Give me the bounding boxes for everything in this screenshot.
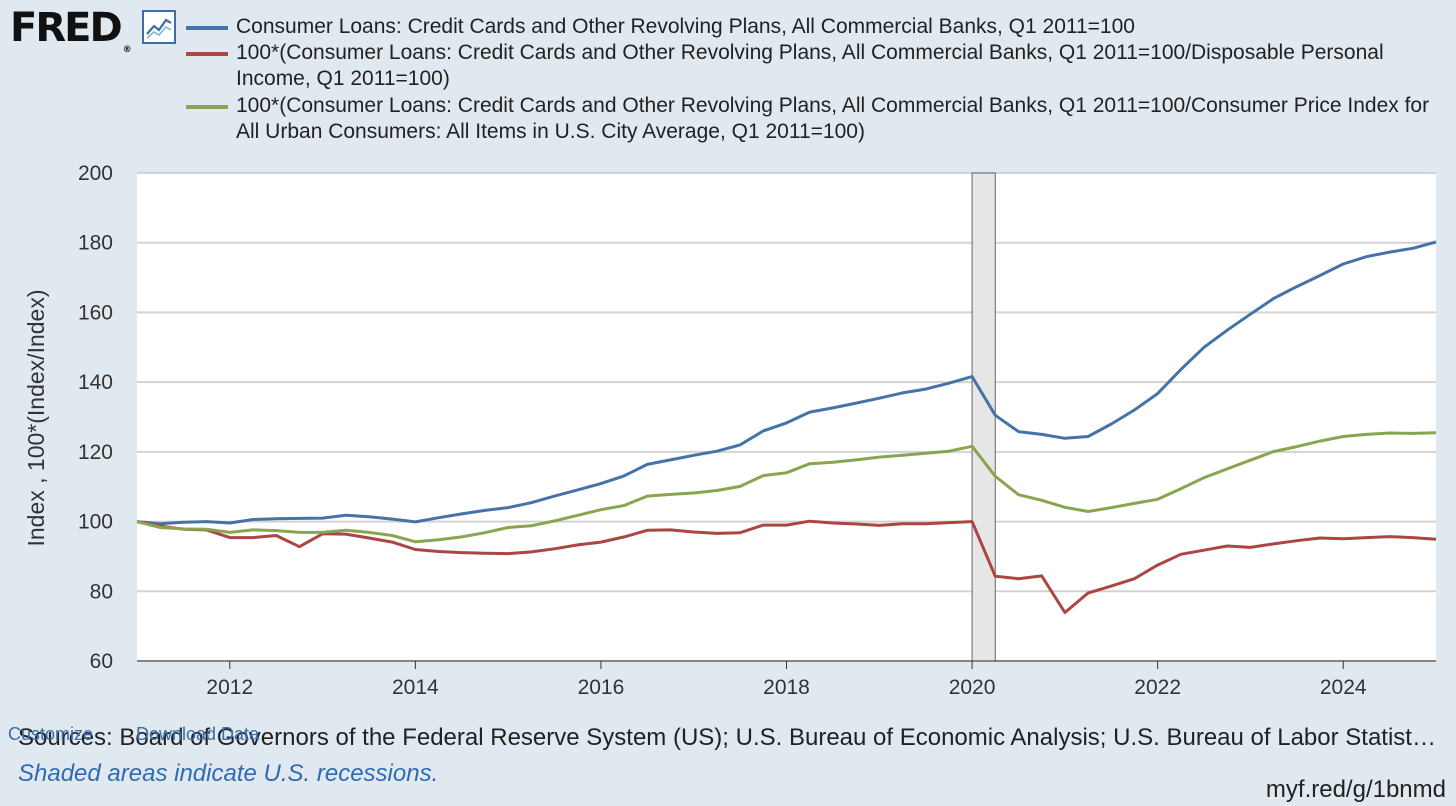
y-tick-label: 80	[90, 580, 113, 603]
x-tick-label: 2014	[392, 676, 439, 699]
y-tick-label: 200	[78, 162, 113, 185]
legend-swatch	[186, 105, 228, 109]
series-line-0[interactable]	[136, 240, 1437, 526]
x-tick-label: 2022	[1134, 676, 1181, 699]
x-tick-label: 2018	[763, 676, 810, 699]
y-tick-label: 100	[78, 511, 113, 534]
y-tick-label: 120	[78, 441, 113, 464]
download-data-link[interactable]: Download Data	[136, 724, 260, 744]
y-tick-label: 60	[90, 650, 113, 673]
y-axis-label: Index , 100*(Index/Index)	[23, 290, 49, 547]
y-tick-label: 160	[78, 301, 113, 324]
y-tick-label: 140	[78, 371, 113, 394]
series-line-2[interactable]	[136, 431, 1437, 544]
gridlines	[137, 172, 1436, 662]
x-tick-label: 2020	[949, 676, 996, 699]
x-tick-label: 2024	[1320, 676, 1367, 699]
fred-logo[interactable]: FRED ®	[10, 5, 132, 55]
line-chart-icon[interactable]	[142, 10, 176, 44]
x-tick-labels: 2012 2014 2016 2018 2020 2022 2024	[206, 661, 1367, 699]
x-tick-label: 2012	[206, 676, 253, 699]
y-tick-labels: 60 80 100 120 140 160 180 200	[78, 162, 113, 673]
recession-band	[971, 172, 996, 662]
customize-link[interactable]: Customize	[8, 724, 94, 744]
recession-shading	[971, 172, 996, 662]
legend-swatch	[186, 52, 228, 56]
legend-label: 100*(Consumer Loans: Credit Cards and Ot…	[236, 41, 1384, 90]
short-url[interactable]: myf.red/g/1bnmd	[1265, 776, 1446, 803]
legend-label: 100*(Consumer Loans: Credit Cards and Ot…	[236, 94, 1430, 143]
series-line-1[interactable]	[136, 519, 1437, 614]
y-tick-label: 180	[78, 232, 113, 255]
series-lines	[136, 240, 1437, 614]
plot-area	[137, 173, 1436, 661]
recession-note: Shaded areas indicate U.S. recessions.	[18, 760, 439, 787]
x-tick-label: 2016	[578, 676, 625, 699]
legend-swatch	[186, 26, 228, 30]
legend-label: Consumer Loans: Credit Cards and Other R…	[236, 15, 1135, 38]
